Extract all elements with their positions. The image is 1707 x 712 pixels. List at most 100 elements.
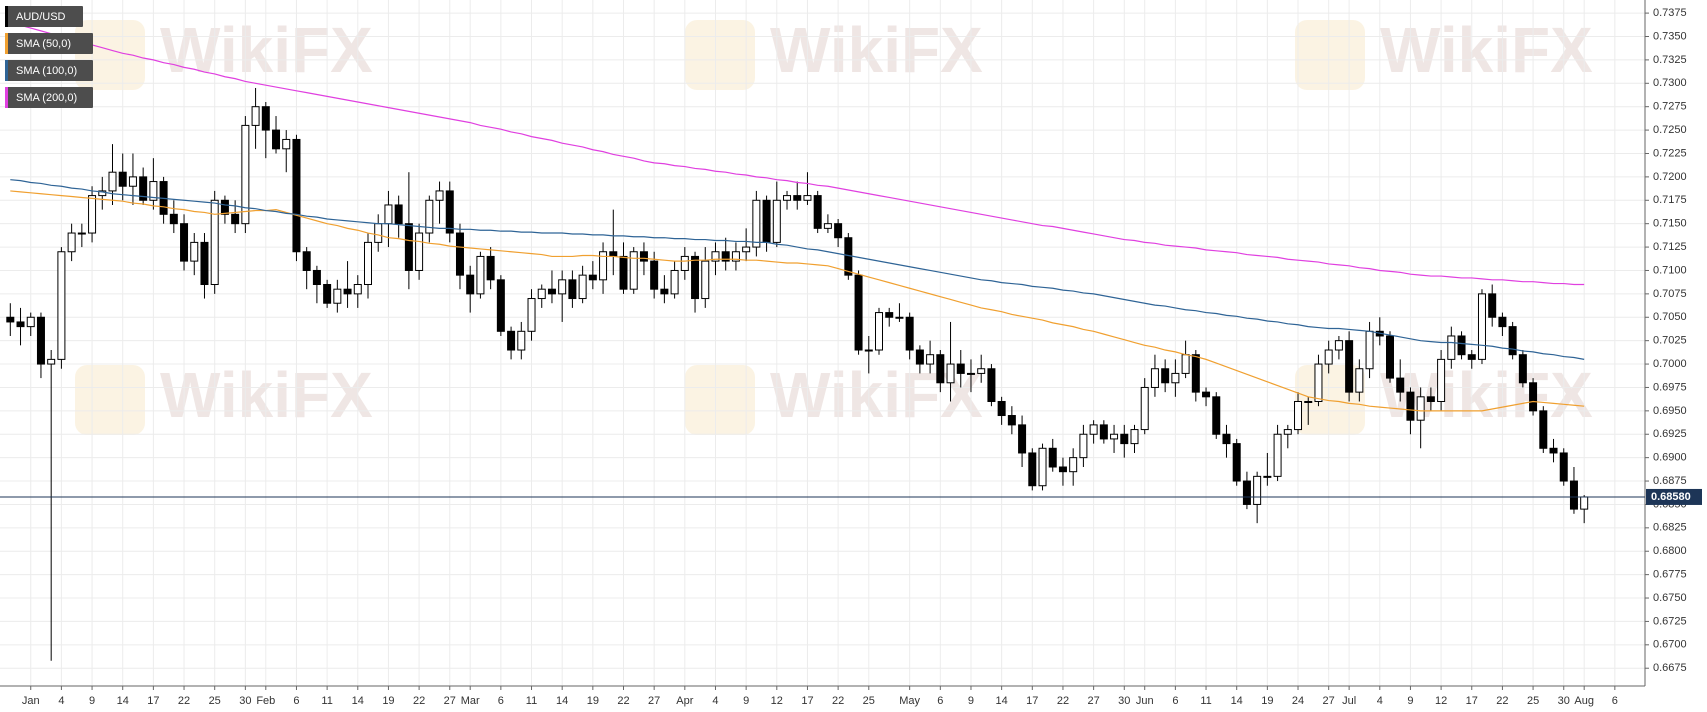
candle-body: [875, 312, 883, 351]
candle-body: [1079, 433, 1088, 459]
x-tick-label: Jul: [1342, 695, 1356, 707]
x-tick-label: 27: [1323, 695, 1335, 707]
y-tick-label: 0.7025: [1653, 335, 1687, 347]
candle-body: [1191, 354, 1200, 393]
candle-body: [977, 368, 986, 374]
candle-body: [1314, 363, 1323, 402]
candle-body: [415, 232, 424, 271]
candle-body: [1437, 358, 1446, 402]
candle-body: [1386, 335, 1394, 379]
candle-body: [231, 213, 240, 225]
candle-body: [241, 124, 250, 225]
candle-body: [1110, 433, 1119, 440]
candle-body: [1406, 391, 1415, 421]
x-tick-label: 22: [617, 695, 629, 707]
candle-body: [1242, 480, 1251, 505]
candle-body: [915, 349, 924, 365]
y-tick-label: 0.7250: [1653, 124, 1687, 136]
candle-body: [1140, 386, 1149, 431]
sma-line: [10, 179, 1585, 360]
candle-body: [261, 106, 270, 131]
candle-body: [1467, 354, 1476, 360]
x-tick-label: 12: [771, 695, 783, 707]
candle-body: [742, 246, 751, 253]
candle-body: [650, 260, 659, 290]
candle-body: [680, 255, 689, 271]
candle-body: [691, 255, 700, 300]
x-tick-label: May: [899, 695, 920, 707]
x-tick-label: 12: [1435, 695, 1447, 707]
y-tick-label: 0.7175: [1653, 194, 1687, 206]
candle-body: [57, 251, 66, 360]
y-tick-label: 0.7325: [1653, 54, 1687, 66]
candle-body: [1171, 372, 1180, 384]
y-tick-label: 0.6950: [1653, 405, 1687, 417]
candle-body: [1028, 452, 1037, 487]
candle-body: [16, 321, 25, 328]
candle-body: [793, 195, 802, 201]
last-price-label: 0.68580: [1651, 491, 1691, 503]
candle-body: [1488, 293, 1497, 318]
sma-line: [10, 21, 1585, 286]
candle-body: [1018, 424, 1027, 454]
candle-body: [1477, 293, 1486, 360]
candle-body: [1038, 447, 1047, 487]
x-tick-label: Jun: [1136, 695, 1154, 707]
y-tick-label: 0.6975: [1653, 381, 1687, 393]
candle-body: [660, 288, 669, 295]
candle-body: [864, 349, 873, 352]
legend-swatch: [5, 87, 8, 108]
candle-body: [813, 195, 822, 229]
candle-body: [578, 274, 587, 300]
x-tick-label: 9: [968, 695, 974, 707]
x-tick-label: 17: [1466, 695, 1478, 707]
candle-body: [609, 251, 618, 257]
x-tick-label: 22: [413, 695, 425, 707]
x-tick-label: 4: [1377, 695, 1383, 707]
candle-body: [670, 269, 679, 295]
candle-body: [926, 354, 935, 365]
candle-body: [629, 251, 638, 290]
candle-body: [67, 232, 76, 253]
candle-body: [936, 354, 945, 384]
y-tick-label: 0.6825: [1653, 522, 1687, 534]
candle-body: [1007, 415, 1016, 426]
y-tick-label: 0.7125: [1653, 241, 1687, 253]
candle-body: [1508, 326, 1517, 356]
x-tick-label: 9: [1407, 695, 1413, 707]
legend-swatch: [5, 60, 8, 81]
candle-body: [721, 251, 730, 262]
candle-body: [353, 284, 362, 295]
candle-body: [1304, 400, 1313, 403]
x-tick-label: Jan: [22, 695, 40, 707]
candle-body: [282, 138, 291, 150]
y-tick-label: 0.7050: [1653, 311, 1687, 323]
y-tick-label: 0.6750: [1653, 592, 1687, 604]
x-tick-label: 11: [526, 695, 537, 707]
candle-body: [507, 330, 516, 351]
x-tick-label: 6: [293, 695, 299, 707]
candle-body: [343, 288, 352, 295]
candle-body: [169, 213, 178, 225]
candle-body: [496, 279, 505, 332]
x-tick-label: 19: [382, 695, 394, 707]
candle-body: [128, 176, 137, 187]
watermark: WikiFX: [1380, 14, 1593, 86]
legend-swatch: [5, 6, 8, 27]
candle-body: [517, 330, 526, 351]
y-tick-label: 0.7000: [1653, 358, 1687, 370]
candle-body: [425, 199, 434, 234]
candle-body: [26, 316, 35, 328]
y-tick-label: 0.7075: [1653, 288, 1687, 300]
y-tick-label: 0.7375: [1653, 7, 1687, 19]
sma-line: [10, 190, 1585, 412]
candle-body: [537, 288, 546, 300]
candle-body: [1457, 335, 1466, 356]
candle-body: [619, 255, 628, 290]
candle-body: [302, 251, 311, 271]
x-tick-label: 9: [89, 695, 95, 707]
candle-body: [272, 129, 281, 150]
x-tick-label: 22: [1057, 695, 1069, 707]
candle-body: [946, 363, 955, 384]
candle-body: [1345, 340, 1354, 393]
